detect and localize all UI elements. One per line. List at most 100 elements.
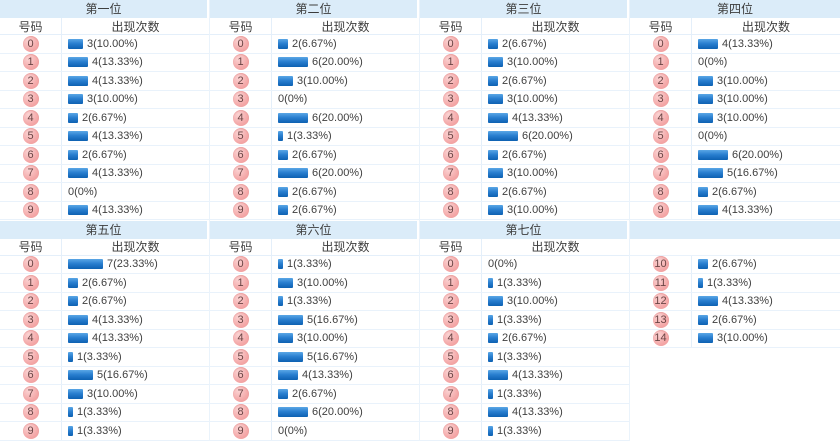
frequency-label: 2(6.67%): [292, 204, 337, 217]
table-row: 6 2(6.67%): [0, 146, 209, 165]
frequency-bar: [68, 277, 78, 288]
table-row: 4 3(10.00%): [630, 109, 840, 128]
frequency-bar: [488, 38, 498, 49]
table-row: 5 4(13.33%): [0, 127, 209, 146]
frequency-bar: [68, 168, 88, 179]
number-ball: 7: [22, 385, 39, 402]
frequency-label: 5(16.67%): [307, 313, 358, 326]
number-ball: 4: [232, 330, 249, 347]
frequency-bar: [488, 296, 503, 307]
frequency-bar: [488, 388, 493, 399]
number-ball: 3: [232, 311, 249, 328]
table-row: 6 4(13.33%): [420, 366, 629, 385]
frequency-label: 1(3.33%): [497, 313, 542, 326]
frequency-label: 6(20.00%): [312, 406, 363, 419]
table-row: 9 4(13.33%): [0, 201, 209, 220]
number-ball: 4: [232, 109, 249, 126]
number-ball: 5: [442, 128, 459, 145]
number-ball: 2: [232, 72, 249, 89]
number-ball: 0: [442, 256, 459, 273]
table-row: 0 2(6.67%): [210, 35, 419, 54]
table-header-row: 号码 出现次数: [210, 18, 419, 35]
table-row: 1 1(3.33%): [420, 274, 629, 293]
frequency-bar: [488, 168, 503, 179]
number-ball: 13: [652, 311, 669, 328]
table-row: 0 0(0%): [420, 255, 629, 274]
number-ball: 0: [442, 35, 459, 52]
frequency-bar: [68, 38, 83, 49]
table-row: 8 1(3.33%): [0, 403, 209, 422]
number-ball: 1: [652, 54, 669, 71]
frequency-bar: [68, 75, 88, 86]
count-column-header: 出现次数: [321, 240, 370, 254]
frequency-bar: [68, 131, 88, 142]
frequency-bar: [68, 370, 93, 381]
frequency-bar: [488, 112, 508, 123]
table-row: 3 1(3.33%): [420, 311, 629, 330]
frequency-bar: [278, 259, 283, 270]
number-ball: 6: [652, 146, 669, 163]
table-header-row: 号码 出现次数: [420, 18, 629, 35]
table-header-row: 号码 出现次数: [630, 18, 840, 35]
frequency-bar: [278, 296, 283, 307]
frequency-bar: [278, 205, 288, 216]
table-row: 2 4(13.33%): [0, 72, 209, 91]
table-row: 4 2(6.67%): [420, 329, 629, 348]
frequency-label: 7(23.33%): [107, 258, 158, 271]
frequency-label: 4(13.33%): [92, 313, 143, 326]
table-row: 0 7(23.33%): [0, 255, 209, 274]
frequency-label: 3(10.00%): [717, 74, 768, 87]
position-table: 第四位 号码 出现次数 0 4(13.33%) 1 0(0%) 2 3(10.0…: [630, 0, 840, 221]
frequency-bar: [488, 131, 518, 142]
number-ball: 4: [22, 330, 39, 347]
frequency-label: 3(10.00%): [87, 93, 138, 106]
count-column-header: 出现次数: [741, 19, 790, 34]
frequency-label: 3(10.00%): [507, 204, 558, 217]
frequency-label: 3(10.00%): [297, 74, 348, 87]
number-ball: 6: [442, 367, 459, 384]
frequency-label: 6(20.00%): [522, 130, 573, 143]
table-row: 7 2(6.67%): [210, 385, 419, 404]
frequency-label: 2(6.67%): [82, 111, 127, 124]
frequency-label: 2(6.67%): [82, 148, 127, 161]
number-ball: 6: [22, 146, 39, 163]
number-ball: 1: [232, 54, 249, 71]
number-ball: 3: [442, 91, 459, 108]
table-row: 2 3(10.00%): [630, 72, 840, 91]
frequency-label: 2(6.67%): [82, 295, 127, 308]
table-row: 0 2(6.67%): [420, 35, 629, 54]
number-ball: 9: [442, 202, 459, 219]
number-ball: 1: [232, 274, 249, 291]
table-row: 2 2(6.67%): [0, 292, 209, 311]
number-ball: 2: [232, 293, 249, 310]
frequency-label: 2(6.67%): [712, 313, 757, 326]
table-row: 0 1(3.33%): [210, 255, 419, 274]
frequency-label: 6(20.00%): [732, 148, 783, 161]
frequency-label: 2(6.67%): [502, 332, 547, 345]
number-ball: 0: [22, 256, 39, 273]
frequency-bar: [68, 314, 88, 325]
number-ball: 1: [22, 274, 39, 291]
number-ball: 2: [442, 293, 459, 310]
frequency-label: 2(6.67%): [502, 37, 547, 50]
frequency-bar: [488, 333, 498, 344]
frequency-bar: [278, 314, 303, 325]
table-header-row: 号码 出现次数: [210, 238, 419, 256]
number-ball: 4: [652, 109, 669, 126]
table-row: 4 4(13.33%): [420, 109, 629, 128]
frequency-label: 0(0%): [488, 258, 518, 271]
number-ball: 5: [442, 348, 459, 365]
frequency-bar: [488, 75, 498, 86]
table-row: 3 3(10.00%): [0, 90, 209, 109]
frequency-bar: [278, 370, 298, 381]
frequency-bar: [488, 277, 493, 288]
table-row: 3 4(13.33%): [0, 311, 209, 330]
table-row: 6 4(13.33%): [210, 366, 419, 385]
frequency-label: 2(6.67%): [292, 37, 337, 50]
table-header-row: 号码 出现次数: [0, 238, 209, 256]
number-ball: 8: [652, 183, 669, 200]
table-title: [630, 220, 840, 239]
frequency-bar: [698, 333, 713, 344]
frequency-bar: [68, 333, 88, 344]
